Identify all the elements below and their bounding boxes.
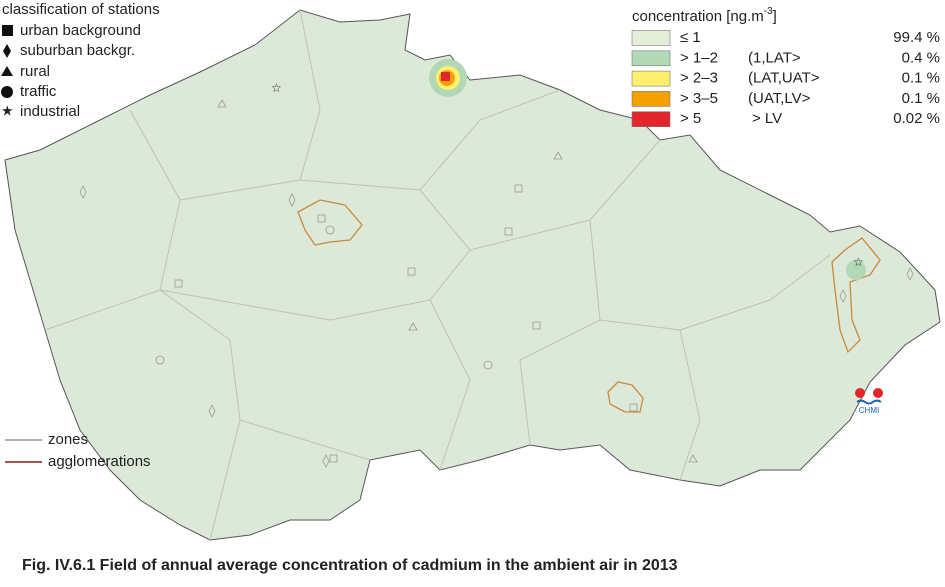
share-label: 0.1 % (902, 90, 940, 107)
symbol-traffic (1, 86, 13, 98)
color-swatch (631, 30, 671, 46)
title-end: ] (773, 8, 777, 25)
share-label: 0.1 % (902, 70, 940, 87)
title-superscript: -3 (764, 6, 773, 17)
stations: ☆ ☆ (79, 81, 914, 468)
class-label: > 1–2 (680, 49, 718, 66)
line-legend: zones agglomerations (5, 431, 151, 470)
industrial-station: ☆ (853, 255, 864, 269)
concentration-legend-rows: ≤ 1 99.4 % > 1–2 (1,LAT> 0.4 % > 2–3 (LAT,UAT>… (631, 29, 940, 127)
range-label: > LV (752, 110, 782, 127)
share-label: 0.4 % (902, 49, 940, 66)
station-legend-item: suburban backgr. (20, 42, 135, 59)
industrial-station: ☆ (271, 81, 282, 95)
class-label: > 5 (680, 110, 701, 127)
line-legend-label: zones (48, 431, 88, 448)
title-text: concentration [ng.m (632, 8, 764, 25)
station-legend-item: traffic (20, 83, 57, 100)
share-label: 0.02 % (893, 110, 940, 127)
range-label: (UAT,LV> (748, 90, 811, 107)
symbol-urban (2, 25, 13, 36)
symbol-suburban (3, 44, 11, 58)
station-legend-item: industrial (20, 103, 80, 120)
color-swatch (631, 70, 671, 87)
color-swatch (631, 111, 671, 127)
color-swatch (631, 91, 671, 107)
chmi-logo: CHMI (855, 388, 883, 415)
class-label: > 2–3 (680, 70, 718, 87)
symbol-rural (1, 66, 13, 76)
station-legend-item: rural (20, 63, 50, 80)
line-legend-label: agglomerations (48, 453, 151, 470)
class-label: > 3–5 (680, 90, 718, 107)
hotspots (429, 59, 866, 280)
share-label: 99.4 % (893, 29, 940, 46)
agglomerations (297, 199, 881, 413)
range-label: (1,LAT> (748, 49, 801, 66)
station-legend-title: classification of stations (2, 1, 160, 18)
station-legend-item: urban background (20, 22, 141, 39)
class-label: ≤ 1 (680, 29, 701, 46)
zone-borders (44, 9, 831, 541)
range-label: (LAT,UAT> (748, 70, 820, 87)
symbol-industrial: ★ (1, 103, 14, 119)
caption: Fig. IV.6.1 Field of annual average conc… (22, 557, 678, 574)
logo-text: CHMI (859, 406, 879, 415)
color-swatch (631, 50, 671, 67)
concentration-legend-title: concentration [ng.m-3] (632, 6, 777, 25)
